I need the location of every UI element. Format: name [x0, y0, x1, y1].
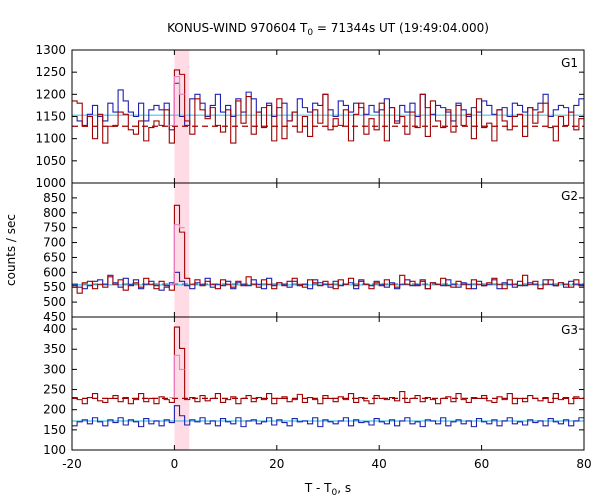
burst-highlight-band	[174, 317, 190, 450]
y-tick-label: 1200	[35, 87, 66, 101]
y-tick-label: 700	[43, 236, 66, 250]
y-tick-label: 150	[43, 423, 66, 437]
y-tick-label: 250	[43, 383, 66, 397]
panels-layer: 1000105011001150120012501300G14505005506…	[35, 43, 591, 471]
panel-frame	[71, 182, 585, 318]
burst-highlight-band	[174, 183, 190, 317]
panel-label: G3	[561, 323, 578, 337]
chart-title-main: KONUS-WIND 970604 T	[167, 21, 308, 35]
series-blue	[72, 405, 584, 428]
y-tick-label: 100	[43, 443, 66, 457]
y-tick-label: 350	[43, 342, 66, 356]
y-tick-label: 850	[43, 191, 66, 205]
series-red	[72, 69, 584, 144]
chart-title-rest: = 71344s UT (19:49:04.000)	[313, 21, 489, 35]
y-tick-label: 1300	[35, 43, 66, 57]
series-red	[72, 204, 584, 294]
series-pink	[169, 224, 185, 285]
panel-frame	[71, 316, 585, 451]
panel-series-group	[72, 69, 584, 144]
series-pink	[169, 76, 185, 126]
y-tick-label: 450	[43, 310, 66, 324]
y-tick-label: 1050	[35, 154, 66, 168]
x-axis-label: T - T0, s	[304, 481, 351, 498]
y-axis-label: counts / sec	[4, 214, 18, 286]
y-tick-label: 200	[43, 403, 66, 417]
y-tick-label: 1250	[35, 65, 66, 79]
series-pink	[169, 354, 185, 399]
x-tick-label: 0	[171, 457, 179, 471]
y-tick-label: 1000	[35, 176, 66, 190]
panel-series-group	[72, 326, 584, 428]
y-tick-label: 550	[43, 280, 66, 294]
y-tick-label: 650	[43, 250, 66, 264]
x-axis-label-main: T - T	[304, 481, 332, 495]
y-tick-label: 800	[43, 206, 66, 220]
series-red	[72, 326, 584, 405]
panel-label: G2	[561, 189, 578, 203]
y-tick-label: 400	[43, 322, 66, 336]
x-tick-label: 60	[474, 457, 489, 471]
y-tick-label: 750	[43, 221, 66, 235]
y-tick-label: 1150	[35, 110, 66, 124]
panel-g1: 1000 1050 1100 1150 1200 1250 1300 G1	[35, 43, 585, 190]
y-tick-label: 600	[43, 265, 66, 279]
x-tick-label: 40	[372, 457, 387, 471]
x-tick-label: -20	[62, 457, 82, 471]
y-tick-label: 1100	[35, 132, 66, 146]
x-tick-label: 20	[269, 457, 284, 471]
panel-label: G1	[561, 56, 578, 70]
panel-g3: 100 150 200 250 300 350 400 G3	[43, 316, 585, 457]
x-tick-label: 80	[576, 457, 591, 471]
panel-series-group	[72, 204, 584, 294]
chart-title-subscript: 0	[307, 28, 313, 38]
y-tick-label: 500	[43, 295, 66, 309]
chart-title: KONUS-WIND 970604 T0 = 71344s UT (19:49:…	[167, 21, 489, 38]
y-tick-label: 300	[43, 362, 66, 376]
x-axis-label-subscript: 0	[332, 488, 338, 498]
x-axis-label-rest: , s	[337, 481, 351, 495]
